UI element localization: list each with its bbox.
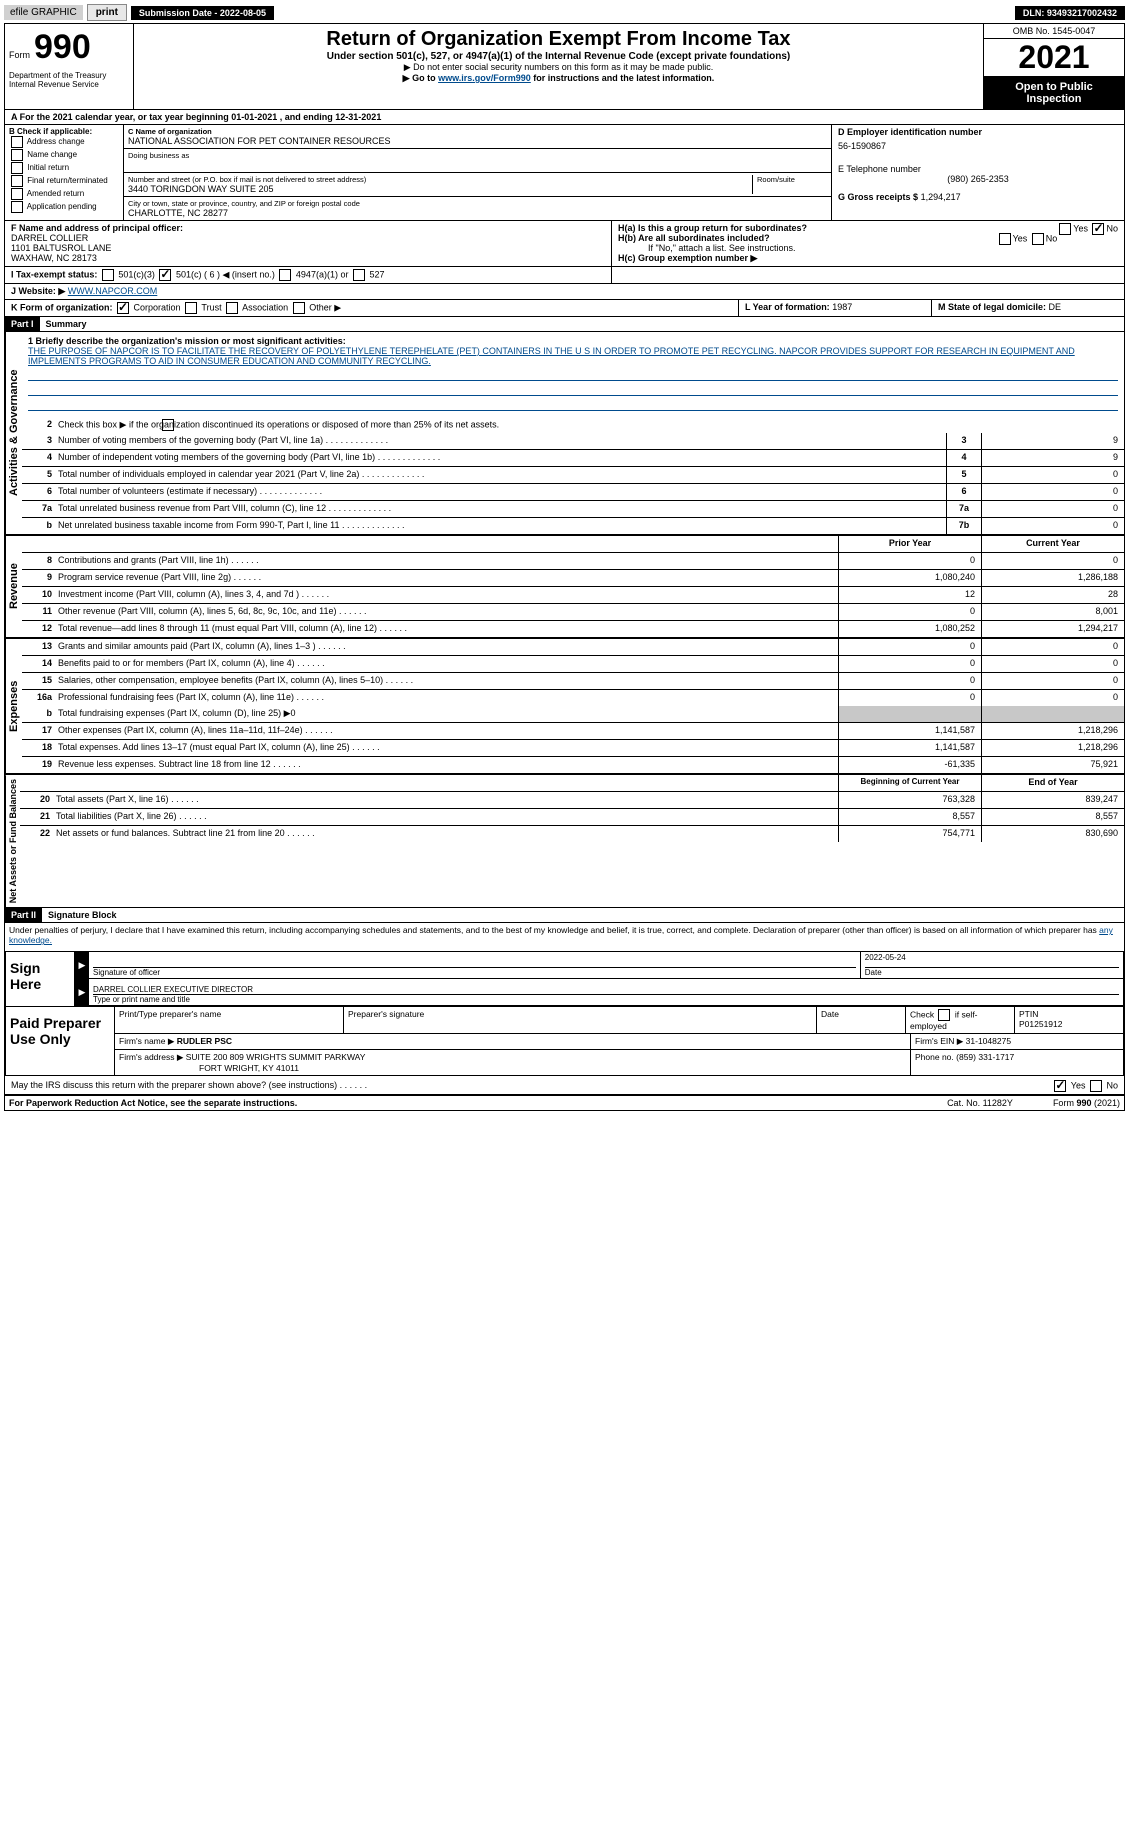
sig-date-val: 2022-05-24 [865,953,1119,962]
chk-trust[interactable] [185,302,197,314]
box-b: B Check if applicable: Address change Na… [5,125,124,220]
link-note: ▶ Go to www.irs.gov/Form990 for instruct… [138,73,979,84]
part2-title: Signature Block [42,908,123,922]
form-label: Form [9,50,30,60]
sidebar-governance: Activities & Governance [5,332,22,534]
sig-officer-label: Signature of officer [93,967,856,977]
hc-label: H(c) Group exemption number ▶ [618,253,1118,264]
name-label: C Name of organization [128,127,827,136]
dba-label: Doing business as [128,151,827,160]
chk-discuss-yes[interactable] [1054,1080,1066,1092]
org-name: NATIONAL ASSOCIATION FOR PET CONTAINER R… [128,136,827,146]
sign-here-label: Sign Here [6,952,75,1006]
chk-501c[interactable] [159,269,171,281]
chk-hb-yes[interactable] [999,233,1011,245]
chk-527[interactable] [353,269,365,281]
chk-hb-no[interactable] [1032,233,1044,245]
room-label: Room/suite [757,175,827,184]
sidebar-expenses: Expenses [5,639,22,773]
officer-label: F Name and address of principal officer: [11,223,605,233]
chk-discuss-no[interactable] [1090,1080,1102,1092]
chk-self-emp[interactable] [938,1009,950,1021]
name-label: Type or print name and title [93,994,1119,1004]
chk-other[interactable] [293,302,305,314]
col-current: Current Year [981,536,1124,552]
section-a: A For the 2021 calendar year, or tax yea… [5,110,1124,125]
declaration: Under penalties of perjury, I declare th… [5,923,1124,947]
chk-amended[interactable] [11,188,23,200]
discuss-q: May the IRS discuss this return with the… [11,1080,337,1090]
ptin-value: P01251912 [1019,1019,1119,1029]
chk-line2[interactable] [162,419,174,431]
prep-h2: Preparer's signature [344,1007,817,1033]
omb: OMB No. 1545-0047 [984,24,1124,39]
ein-label: D Employer identification number [838,127,1118,137]
preparer-label: Paid Preparer Use Only [6,1007,115,1075]
ssn-note: ▶ Do not enter social security numbers o… [138,62,979,73]
officer-printed-name: DARREL COLLIER EXECUTIVE DIRECTOR [93,985,1119,994]
part1-title: Summary [40,317,93,331]
subtitle: Under section 501(c), 527, or 4947(a)(1)… [138,51,979,62]
dln: DLN: 93493217002432 [1015,6,1125,20]
sidebar-revenue: Revenue [5,536,22,637]
footer-left: For Paperwork Reduction Act Notice, see … [9,1098,297,1108]
open-inspection: Open to Public Inspection [984,77,1124,109]
prep-h4: Check if self-employed [906,1007,1015,1033]
col-prior: Prior Year [838,536,981,552]
main-title: Return of Organization Exempt From Incom… [138,28,979,51]
col-begin: Beginning of Current Year [838,775,981,791]
tax-year: 2021 [984,39,1124,77]
gross-value: 1,294,217 [921,192,961,202]
chk-501c3[interactable] [102,269,114,281]
chk-pending[interactable] [11,201,23,213]
chk-initial[interactable] [11,162,23,174]
submission-date: Submission Date - 2022-08-05 [131,6,274,20]
city-label: City or town, state or province, country… [128,199,827,208]
prep-h1: Print/Type preparer's name [115,1007,344,1033]
officer-addr1: 1101 BALTUSROL LANE [11,243,605,253]
ein-value: 56-1590867 [838,137,1118,155]
officer-name: DARREL COLLIER [11,233,605,243]
street: 3440 TORINGDON WAY SUITE 205 [128,184,752,194]
city: CHARLOTTE, NC 28277 [128,208,827,218]
gross-label: G Gross receipts $ [838,192,918,202]
ptin-label: PTIN [1019,1009,1119,1019]
efile-label: efile GRAPHIC [4,5,83,20]
chk-ha-no[interactable] [1092,223,1104,235]
website-link[interactable]: WWW.NAPCOR.COM [68,286,158,296]
sidebar-net: Net Assets or Fund Balances [5,775,20,907]
print-button[interactable]: print [87,4,127,21]
dept-treasury: Department of the Treasury Internal Reve… [9,71,129,89]
firm-ein: 31-1048275 [966,1036,1011,1046]
chk-ha-yes[interactable] [1059,223,1071,235]
firm-addr: SUITE 200 809 WRIGHTS SUMMIT PARKWAY [186,1052,366,1062]
officer-addr2: WAXHAW, NC 28173 [11,253,605,263]
firm-addr2: FORT WRIGHT, KY 41011 [119,1063,906,1073]
phone-value: (980) 265-2353 [838,174,1118,184]
mission-text: THE PURPOSE OF NAPCOR IS TO FACILITATE T… [28,346,1118,366]
street-label: Number and street (or P.O. box if mail i… [128,175,752,184]
chk-corp[interactable] [117,302,129,314]
form-number: 990 [34,28,91,67]
part1-header: Part I [5,317,40,331]
chk-name[interactable] [11,149,23,161]
sig-date-label: Date [865,967,1119,977]
part2-header: Part II [5,908,42,922]
form-box: Form 990 Department of the Treasury Inte… [5,24,134,109]
irs-link[interactable]: www.irs.gov/Form990 [438,73,531,83]
chk-4947[interactable] [279,269,291,281]
firm-name: RUDLER PSC [177,1036,232,1046]
chk-final[interactable] [11,175,23,187]
footer-cat: Cat. No. 11282Y [947,1098,1013,1108]
phone-label: E Telephone number [838,164,1118,174]
prep-h3: Date [817,1007,906,1033]
chk-assoc[interactable] [226,302,238,314]
mission-label: 1 Briefly describe the organization's mi… [28,336,1118,346]
firm-phone: (859) 331-1717 [956,1052,1014,1062]
footer-right: Form 990 (2021) [1053,1098,1120,1108]
col-end: End of Year [981,775,1124,791]
chk-address[interactable] [11,136,23,148]
